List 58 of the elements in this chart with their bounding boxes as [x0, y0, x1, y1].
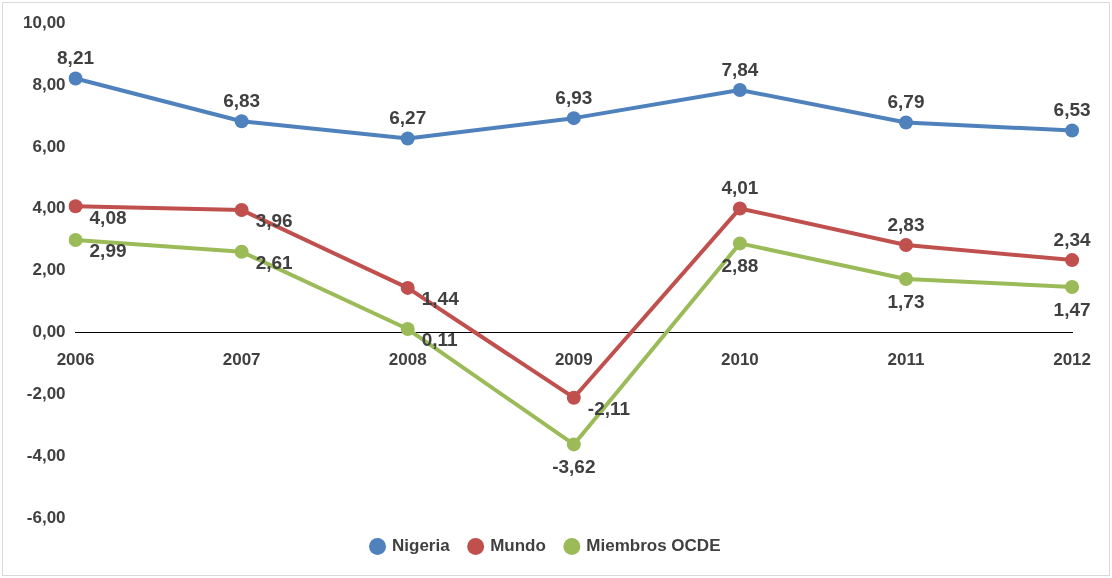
- data-label: 1,47: [1053, 298, 1091, 320]
- point: [68, 232, 83, 247]
- point: [68, 71, 83, 86]
- x-tick-label: 2008: [388, 350, 427, 370]
- data-label: 4,01: [721, 177, 759, 199]
- point: [732, 201, 747, 216]
- x-tick-label: 2006: [56, 350, 95, 370]
- y-tick-label: 6,00: [32, 136, 66, 156]
- data-label: 7,84: [721, 58, 759, 80]
- point: [400, 280, 415, 295]
- point: [899, 271, 913, 286]
- y-tick-label: 0,00: [32, 322, 66, 342]
- data-label: 1,44: [421, 288, 460, 310]
- data-label: 6,79: [887, 91, 925, 113]
- point: [566, 437, 581, 452]
- point: [899, 237, 913, 252]
- point: [566, 111, 581, 126]
- legend-label: Nigeria: [392, 536, 451, 556]
- point: [732, 83, 747, 97]
- data-label: 2,34: [1053, 228, 1092, 250]
- data-label: 8,21: [57, 47, 95, 69]
- point: [400, 322, 415, 337]
- y-tick-label: -2,00: [26, 383, 66, 403]
- data-label: 2,83: [887, 213, 925, 235]
- point: [899, 115, 913, 130]
- point: [566, 390, 581, 405]
- data-label: 2,99: [89, 240, 127, 262]
- data-label: 1,73: [887, 290, 925, 312]
- x-tick-label: 2007: [222, 350, 261, 370]
- data-label: -3,62: [552, 456, 596, 478]
- y-tick-label: -6,00: [26, 507, 66, 527]
- data-label: 0,11: [421, 329, 459, 351]
- data-label: 6,27: [389, 107, 427, 129]
- x-tick-label: 2012: [1053, 350, 1091, 370]
- y-tick-label: 4,00: [32, 198, 66, 218]
- data-label: 4,08: [89, 206, 127, 228]
- y-tick-label: 2,00: [32, 260, 66, 280]
- point: [234, 202, 249, 217]
- point: [68, 199, 83, 214]
- y-tick-label: -4,00: [26, 445, 66, 465]
- point: [732, 236, 747, 251]
- x-tick-label: 2011: [887, 350, 925, 370]
- point: [234, 244, 249, 259]
- point: [1065, 253, 1080, 268]
- legend-label: Mundo: [490, 536, 546, 556]
- point: [234, 114, 249, 129]
- point: [1065, 279, 1080, 294]
- data-label: 6,53: [1053, 99, 1091, 121]
- data-label: 2,88: [721, 255, 759, 277]
- x-tick-label: 2009: [554, 350, 593, 370]
- legend-label: Miembros OCDE: [586, 536, 721, 556]
- point: [1065, 123, 1080, 138]
- point: [400, 131, 415, 146]
- x-tick-label: 2010: [720, 350, 759, 370]
- data-label: 6,83: [223, 89, 261, 111]
- y-tick-label: 8,00: [32, 74, 66, 94]
- data-label: 6,93: [555, 86, 593, 108]
- y-tick-label: 10,00: [22, 12, 66, 32]
